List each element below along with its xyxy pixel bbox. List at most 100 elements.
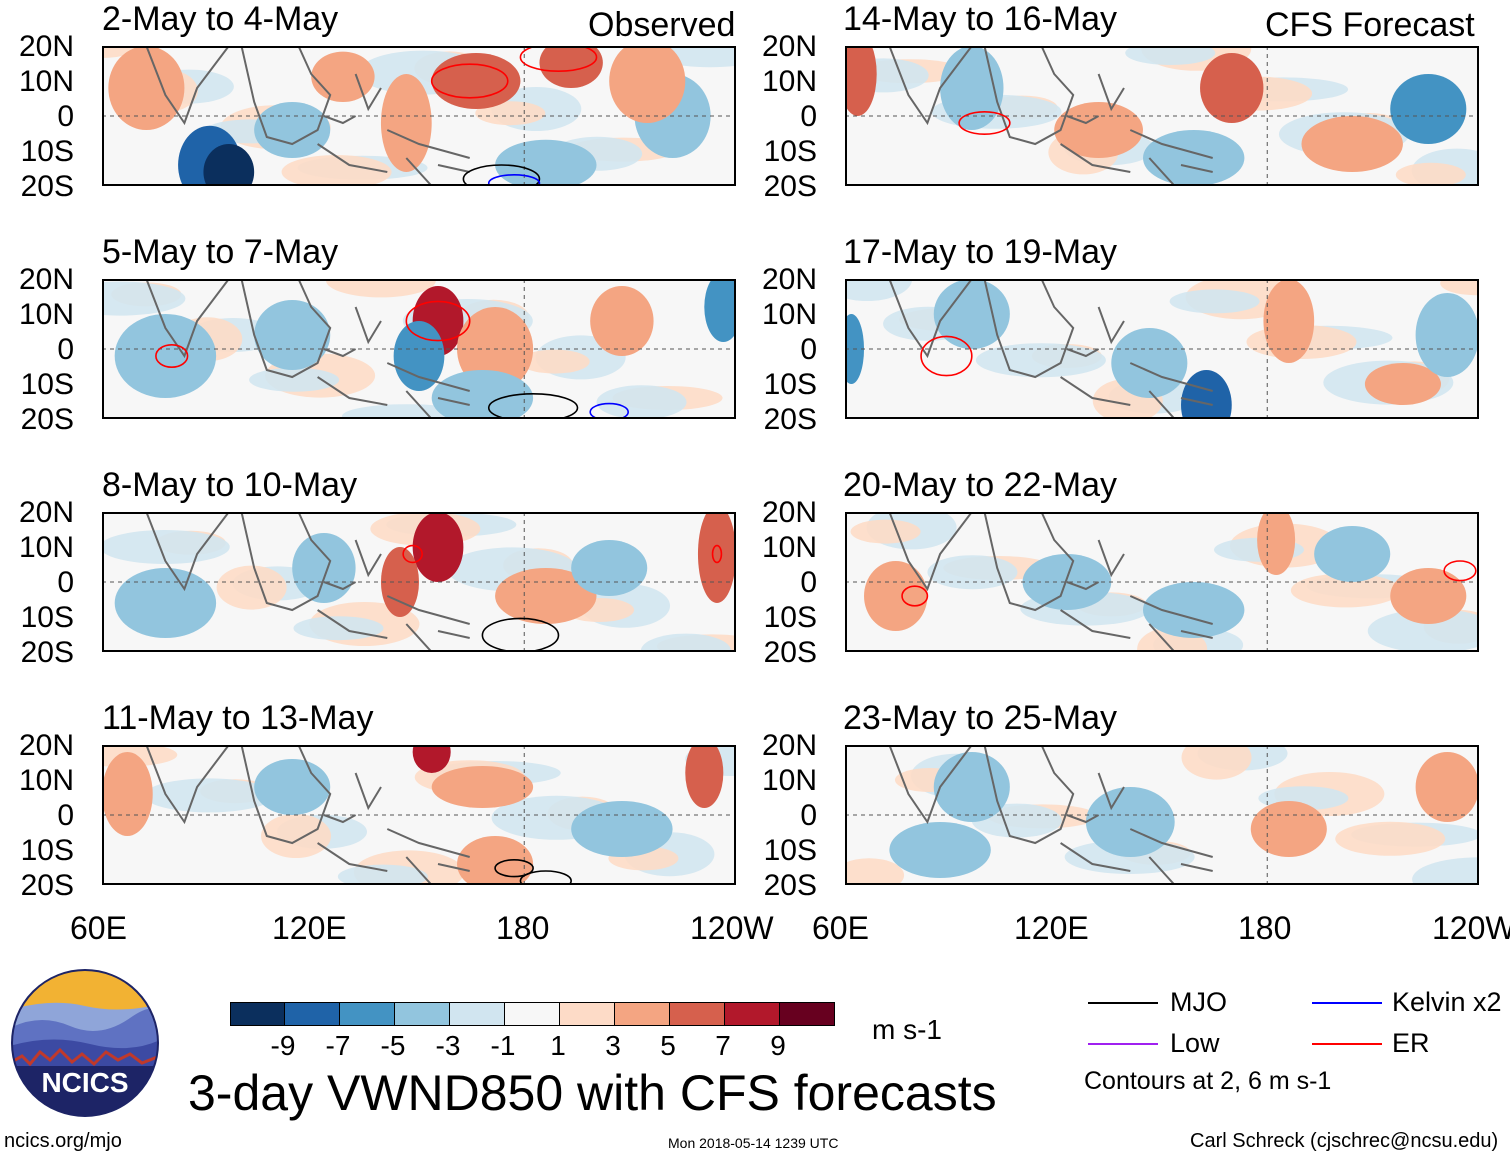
- legend-kelvin-label: Kelvin x2: [1392, 987, 1502, 1017]
- colorbar-swatch: [560, 1002, 615, 1026]
- field-anomaly: [114, 314, 217, 398]
- legend-kelvin-line: [1312, 1002, 1382, 1004]
- lat-label: 20S: [20, 403, 74, 436]
- panel-title-fcst-1: 14-May to 16-May: [843, 0, 1117, 38]
- field-anomaly: [114, 568, 217, 638]
- ncics-logo: NCICS: [10, 968, 160, 1118]
- logo-text: NCICS: [41, 1067, 128, 1098]
- observed-map-1: [102, 46, 736, 186]
- forecast-map-3: [845, 512, 1479, 652]
- colorbar-swatch: [725, 1002, 780, 1026]
- colorbar-tick: 1: [550, 1030, 566, 1061]
- wave-contour: [430, 63, 509, 99]
- lat-label: 10N: [18, 298, 74, 331]
- field-anomaly: [281, 155, 392, 186]
- field-anomaly: [311, 51, 375, 102]
- lat-label: 10S: [763, 368, 817, 401]
- field-anomaly: [1390, 568, 1467, 624]
- field-anomaly: [261, 814, 332, 858]
- colorbar-swatch: [395, 1002, 450, 1026]
- colorbar-tick: 3: [605, 1030, 621, 1061]
- field-anomaly: [475, 101, 546, 126]
- field-anomaly: [254, 102, 331, 158]
- colorbar-tick: 7: [715, 1030, 731, 1061]
- colorbar-tick: 9: [770, 1030, 786, 1061]
- field-anomaly: [203, 144, 255, 186]
- lon-label-180-right: 180: [1238, 910, 1292, 946]
- field-anomaly: [1181, 370, 1232, 419]
- colorbar-swatch: [780, 1002, 835, 1026]
- field-anomaly: [933, 279, 1010, 349]
- field-anomaly: [889, 822, 991, 878]
- field-anomaly: [1390, 74, 1467, 144]
- coastline: [145, 512, 470, 652]
- colorbar-swatch: [230, 1002, 285, 1026]
- lat-label: 0: [57, 566, 74, 599]
- lat-label: 10S: [20, 135, 74, 168]
- forecast-map-4: [845, 745, 1479, 885]
- field-anomaly: [1169, 289, 1260, 314]
- colorbar-swatch: [450, 1002, 505, 1026]
- website-link[interactable]: ncics.org/mjo: [4, 1130, 122, 1152]
- lat-label: 10N: [761, 298, 817, 331]
- field-anomaly: [1085, 787, 1175, 857]
- colorbar-units: m s-1: [872, 1014, 942, 1045]
- lat-label: 10S: [763, 135, 817, 168]
- lat-label: 10N: [18, 531, 74, 564]
- forecast-label: CFS Forecast: [1265, 6, 1475, 44]
- field-anomaly: [431, 53, 521, 109]
- lat-label: 20N: [18, 729, 74, 762]
- wave-contour: [958, 111, 1011, 136]
- field-anomaly: [325, 279, 436, 298]
- lat-label: 10N: [761, 764, 817, 797]
- lat-label: 20S: [20, 636, 74, 669]
- wave-contour: [519, 870, 572, 885]
- field-anomaly: [1335, 821, 1446, 856]
- field-anomaly: [927, 555, 1018, 590]
- wave-contour: [519, 46, 598, 72]
- forecast-map-1: [845, 46, 1479, 186]
- colorbar-swatch: [505, 1002, 560, 1026]
- lat-label: 20N: [761, 30, 817, 63]
- lat-label: 0: [57, 333, 74, 366]
- lat-label: 20S: [20, 869, 74, 902]
- timestamp: Mon 2018-05-14 1239 UTC: [668, 1135, 839, 1151]
- field-anomaly: [249, 367, 340, 392]
- lat-label: 0: [57, 799, 74, 832]
- lon-label-60e-right: 60E: [812, 910, 869, 946]
- field-anomaly: [1142, 130, 1245, 186]
- observed-label: Observed: [588, 6, 736, 44]
- field-anomaly: [102, 530, 230, 564]
- field-anomaly: [850, 519, 921, 544]
- lat-label: 10N: [761, 65, 817, 98]
- field-anomaly: [1200, 53, 1264, 123]
- field-anomaly: [1301, 116, 1403, 172]
- coastline: [145, 46, 470, 186]
- field-anomaly: [1364, 363, 1441, 405]
- panel-frame: [102, 279, 736, 419]
- colorbar-swatch: [615, 1002, 670, 1026]
- lat-label: 10N: [18, 65, 74, 98]
- lat-label: 10S: [20, 601, 74, 634]
- coastline: [888, 279, 1213, 419]
- lat-label: 10S: [763, 834, 817, 867]
- lon-label-120e-left: 120E: [272, 910, 347, 946]
- wave-contour: [494, 858, 534, 878]
- field-anomaly: [393, 321, 445, 391]
- field-anomaly: [571, 540, 648, 596]
- lat-label: 20S: [763, 170, 817, 203]
- legend-low-line: [1088, 1043, 1158, 1045]
- field-anomaly: [431, 370, 534, 419]
- field-anomaly: [216, 565, 287, 610]
- lat-label: 20N: [18, 263, 74, 296]
- main-title: 3-day VWND850 with CFS forecasts: [188, 1065, 997, 1121]
- coastline: [888, 745, 1213, 885]
- lon-label-120e-right: 120E: [1014, 910, 1089, 946]
- colorbar-tick: -7: [325, 1030, 351, 1061]
- field-anomaly: [1250, 801, 1327, 857]
- field-anomaly: [292, 533, 356, 603]
- lat-label: 20N: [761, 496, 817, 529]
- coastline: [145, 745, 470, 885]
- lat-label: 10S: [763, 601, 817, 634]
- panel-title-obs-4: 11-May to 13-May: [102, 699, 374, 737]
